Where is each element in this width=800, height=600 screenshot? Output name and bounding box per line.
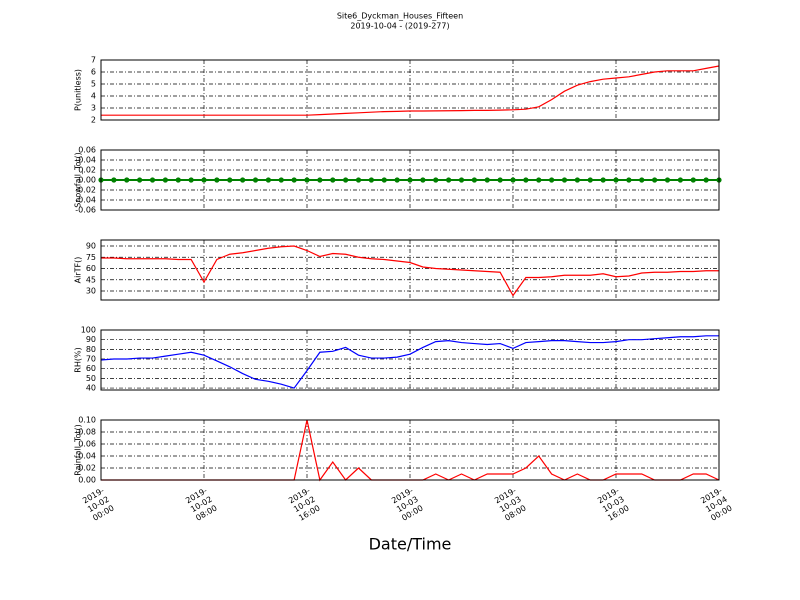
data-point	[188, 177, 194, 183]
plot-frame	[100, 239, 720, 301]
y-tick-label: 0.00	[78, 476, 96, 485]
data-point	[304, 177, 310, 183]
data-line	[101, 65, 720, 116]
data-point	[137, 177, 143, 183]
data-point	[497, 177, 503, 183]
data-point	[677, 177, 683, 183]
data-point	[484, 177, 490, 183]
x-axis-label: Date/Time	[369, 535, 452, 554]
data-point	[690, 177, 696, 183]
y-tick-label: 0.02	[78, 166, 96, 175]
data-point	[652, 177, 658, 183]
data-point	[149, 177, 156, 183]
data-point	[561, 177, 568, 183]
plot-frame	[100, 149, 720, 211]
data-point	[407, 177, 413, 183]
y-axis-label: Snowfall_Tot()	[74, 152, 83, 208]
data-point	[536, 177, 542, 183]
data-point	[175, 177, 181, 183]
data-point	[381, 177, 387, 183]
data-point	[703, 177, 709, 183]
data-point	[394, 177, 400, 183]
y-tick-label: 0.04	[78, 452, 96, 461]
y-tick-label: 100	[81, 326, 96, 335]
y-tick-label: 50	[86, 374, 96, 383]
y-tick-label: 4	[91, 92, 96, 101]
data-point	[343, 177, 349, 183]
y-tick-label: 60	[86, 364, 96, 373]
data-point	[510, 177, 516, 183]
y-tick-label: -0.06	[75, 206, 96, 215]
y-tick-label: 80	[86, 345, 96, 354]
chart-title: Site6_Dyckman_Houses_Fifteen	[337, 12, 463, 21]
y-tick-label: 6	[91, 68, 96, 77]
data-point	[252, 177, 259, 183]
data-point	[201, 177, 207, 183]
y-tick-label: -0.04	[75, 196, 96, 205]
y-tick-label: 45	[86, 275, 96, 284]
plot-frame	[100, 59, 720, 121]
data-point	[355, 177, 362, 183]
data-point	[291, 177, 297, 183]
y-tick-label: 0.04	[78, 156, 96, 165]
y-tick-label: 0.06	[78, 146, 96, 155]
data-line	[100, 335, 719, 389]
y-tick-label: 7	[91, 56, 96, 65]
data-point	[446, 177, 452, 183]
data-point	[317, 177, 323, 183]
y-axis-label: Rainfall_Tot()	[74, 424, 83, 476]
data-point	[458, 177, 465, 183]
y-axis-label: AirTF()	[74, 257, 83, 284]
y-tick-label: 5	[91, 80, 96, 89]
chart-subtitle: 2019-10-04 - (2019-277)	[350, 22, 449, 31]
y-tick-label: 0.06	[78, 440, 96, 449]
plot-frame	[100, 419, 720, 481]
data-point	[433, 177, 439, 183]
y-tick-label: 90	[86, 242, 96, 251]
data-point	[523, 177, 529, 183]
data-point	[549, 177, 555, 183]
y-tick-label: 30	[86, 287, 96, 296]
data-point	[162, 177, 168, 183]
data-point	[214, 177, 220, 183]
data-point	[227, 177, 233, 183]
data-point	[639, 177, 645, 183]
data-point	[574, 177, 580, 183]
y-axis-label: RH(%)	[74, 347, 83, 372]
data-point	[111, 177, 117, 183]
data-point	[240, 177, 246, 183]
y-tick-label: 0.10	[78, 416, 96, 425]
y-tick-label: 0.08	[78, 428, 96, 437]
data-point	[600, 177, 606, 183]
data-point	[613, 177, 619, 183]
plot-frame	[100, 329, 720, 391]
data-point	[626, 177, 632, 183]
data-point	[420, 177, 426, 183]
y-tick-label: 40	[86, 384, 96, 393]
data-line	[101, 245, 719, 297]
y-tick-label: 0.02	[78, 464, 96, 473]
data-point	[587, 177, 593, 183]
y-tick-label: 90	[86, 335, 96, 344]
data-point	[368, 177, 374, 183]
y-tick-label: 75	[86, 253, 96, 262]
data-point	[471, 177, 477, 183]
y-axis-label: P(unitless)	[74, 69, 83, 111]
y-tick-label: 3	[91, 104, 96, 113]
data-point	[278, 177, 284, 183]
y-tick-label: 60	[86, 264, 96, 273]
data-point	[664, 177, 671, 183]
y-tick-label: 2	[91, 116, 96, 125]
y-tick-label: -0.02	[75, 186, 96, 195]
y-tick-label: 70	[86, 355, 96, 364]
data-point	[124, 177, 130, 183]
y-tick-label: 0.00	[78, 176, 96, 185]
data-point	[330, 177, 336, 183]
data-point	[265, 177, 271, 183]
